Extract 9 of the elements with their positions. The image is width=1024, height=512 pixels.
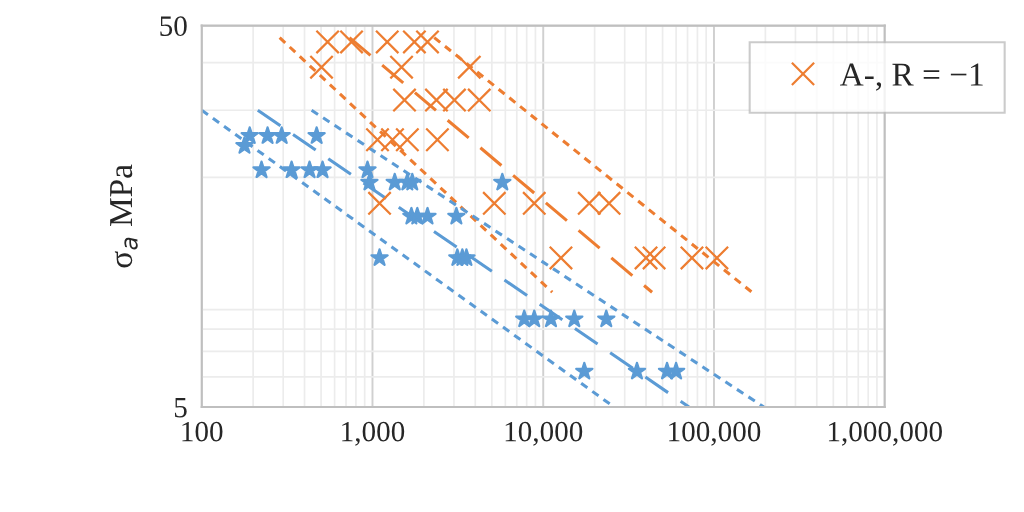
x-tick-label: 1,000,000 [828, 421, 942, 446]
x-tick-label: 100,000 [669, 421, 761, 446]
y-tick-label: 50 [160, 16, 187, 37]
x-tick-label: 1,000 [342, 421, 405, 446]
y-axis-title: σ$_{a}$ MPa [110, 164, 138, 268]
x-tick-label: 10,000 [505, 421, 583, 446]
legend-label: A-, R = −1 [840, 63, 983, 91]
y-tick-label: 5 [174, 398, 187, 418]
x-tick-label: 100 [182, 421, 223, 442]
